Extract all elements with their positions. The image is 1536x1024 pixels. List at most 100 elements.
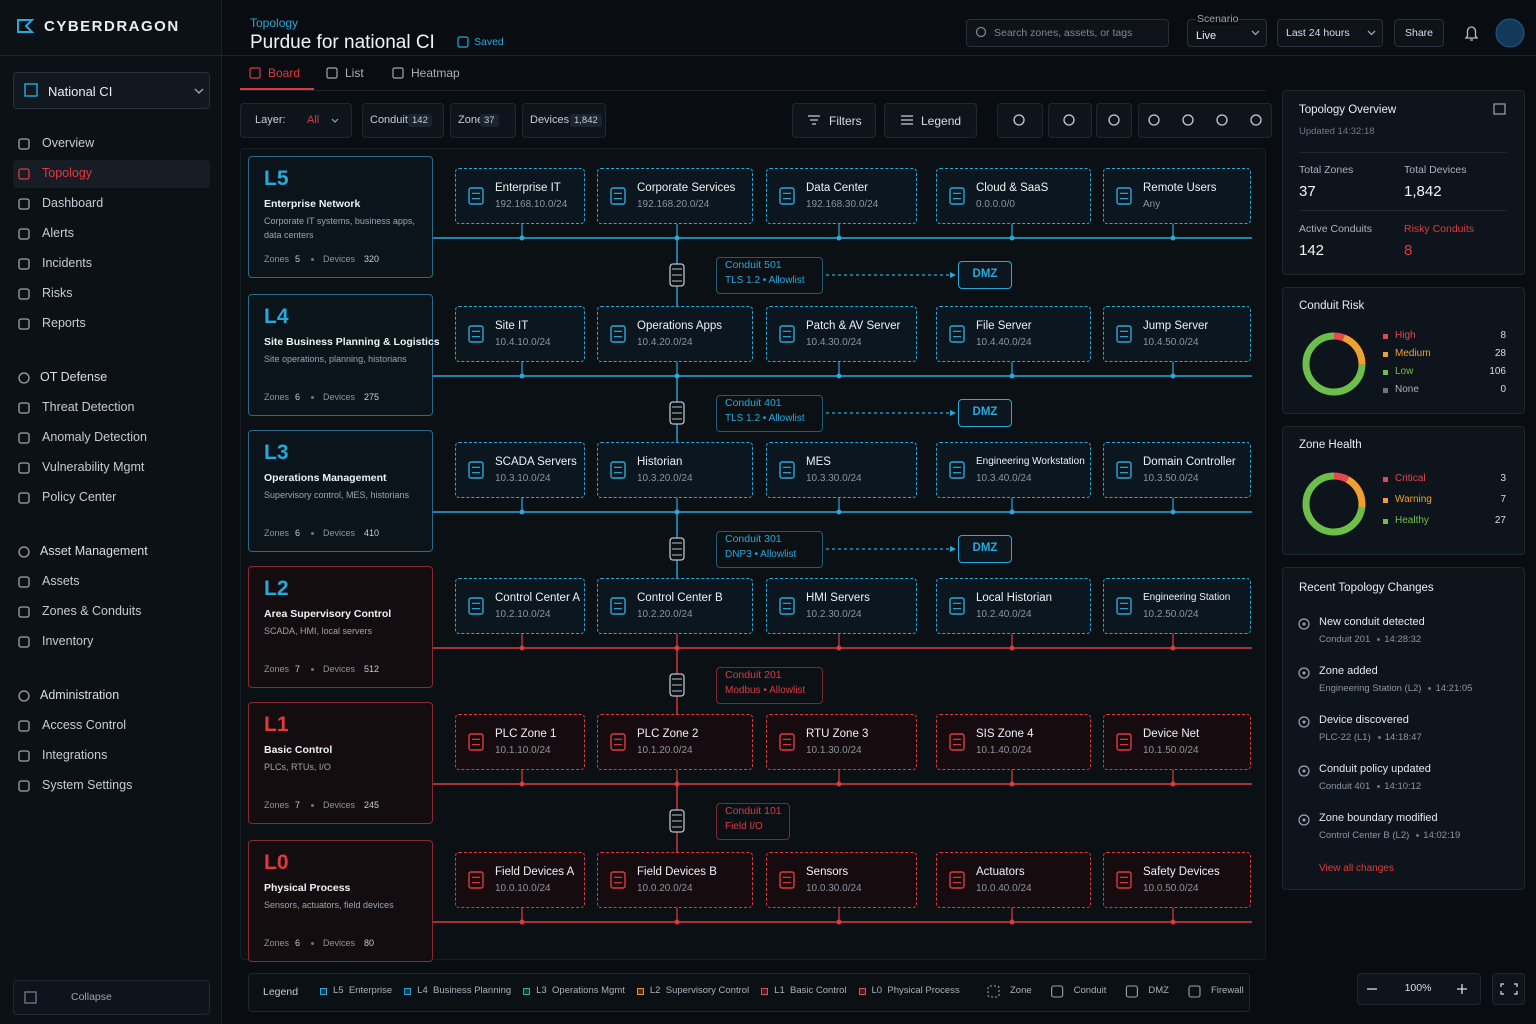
zone-name[interactable]: RTU Zone 3 [806,728,869,740]
zone[interactable] [455,168,585,224]
zone[interactable] [766,578,917,634]
legend-button[interactable] [884,103,977,138]
zone[interactable] [1103,578,1251,634]
nav-item[interactable]: System Settings [42,778,133,792]
tool-button[interactable] [997,103,1043,138]
zone-name[interactable]: PLC Zone 2 [637,728,699,740]
share-button[interactable] [1394,19,1444,47]
zone-name[interactable]: Control Center A [495,592,581,604]
conduit-label[interactable] [716,803,790,840]
zone[interactable] [766,168,917,224]
filters[interactable]: Filters [829,114,862,128]
tab[interactable]: Board [268,66,301,80]
conduit-name[interactable]: Conduit 201 [725,669,782,681]
legend-button-label[interactable]: Legend [921,114,962,128]
zone[interactable] [455,442,585,498]
tab[interactable]: List [345,66,364,80]
zone-name[interactable]: Engineering Workstation [976,456,1085,467]
dmz-box[interactable] [958,399,1012,427]
conduit-name[interactable]: Conduit 401 [725,397,782,409]
zone[interactable] [936,578,1091,634]
search-box[interactable] [966,19,1169,47]
zone-name[interactable]: Local Historian [976,592,1053,604]
zone-name[interactable]: File Server [976,320,1032,332]
zone[interactable] [766,714,917,770]
zone-name[interactable]: Field Devices A [495,866,575,878]
zone-name[interactable]: Patch & AV Server [806,320,901,332]
time-range-select[interactable] [1277,19,1383,47]
dmz-label[interactable]: DMZ [972,268,998,280]
zone[interactable] [766,442,917,498]
zone[interactable] [936,442,1091,498]
zone[interactable] [597,578,753,634]
zone[interactable] [936,714,1091,770]
zone[interactable] [1103,714,1251,770]
nav-item[interactable]: Access Control [42,718,127,732]
zone[interactable] [455,306,585,362]
nav-item[interactable]: Topology [42,166,93,180]
nav-item[interactable]: Vulnerability Mgmt [42,460,145,474]
collapse-button[interactable] [13,980,210,1015]
zone-name[interactable]: Engineering Station [1143,592,1231,603]
zone[interactable] [766,852,917,908]
zone-name[interactable]: Jump Server [1143,320,1209,332]
nav-item[interactable]: Incidents [42,256,93,270]
nav-item[interactable]: Anomaly Detection [42,430,147,444]
zone[interactable] [455,852,585,908]
zone[interactable] [1103,168,1251,224]
zone-name[interactable]: Device Net [1143,728,1200,740]
dmz-label[interactable]: DMZ [972,542,998,554]
tool-button[interactable] [1096,103,1132,138]
conduit-label[interactable] [716,667,823,704]
zone[interactable] [455,578,585,634]
zone[interactable] [597,852,753,908]
zone[interactable] [597,306,753,362]
zone[interactable] [597,168,753,224]
nav-item[interactable]: Policy Center [42,490,117,504]
zone[interactable] [597,442,753,498]
dmz-box[interactable] [958,261,1012,289]
nav-item[interactable]: Alerts [42,226,74,240]
conduit-name[interactable]: Conduit 301 [725,533,782,545]
workspace-select[interactable] [13,72,210,109]
zone-name[interactable]: Actuators [976,866,1025,878]
nav-item[interactable]: Inventory [42,634,94,648]
conduit-name[interactable]: Conduit 101 [725,805,782,817]
nav-item[interactable]: Overview [42,136,95,150]
zone-name[interactable]: Enterprise IT [495,182,561,194]
conduit-name[interactable]: Conduit 501 [725,259,782,271]
zone[interactable] [1103,852,1251,908]
view-all-link[interactable]: View all changes [1319,863,1394,874]
zone-name[interactable]: Data Center [806,182,869,194]
zone-name[interactable]: Safety Devices [1143,866,1220,878]
share[interactable]: Share [1405,27,1434,39]
filters-button[interactable] [792,103,876,138]
zone-name[interactable]: Control Center B [637,592,723,604]
zone-name[interactable]: Sensors [806,866,849,878]
tab[interactable]: Heatmap [411,66,460,80]
zone[interactable] [1103,442,1251,498]
zone[interactable] [455,714,585,770]
zone-name[interactable]: PLC Zone 1 [495,728,557,740]
nav-item[interactable]: Zones & Conduits [42,604,142,618]
conduit-label[interactable] [716,531,823,568]
nav-item[interactable]: Assets [42,574,80,588]
nav-item[interactable]: Threat Detection [42,400,135,414]
zone-name[interactable]: Historian [637,456,683,468]
zone-name[interactable]: Operations Apps [637,320,723,332]
conduit-label[interactable] [716,395,823,432]
dmz-box[interactable] [958,535,1012,563]
collapse-label[interactable]: Collapse [71,991,112,1003]
tool-button[interactable] [1048,103,1092,138]
zone-name[interactable]: Site IT [495,320,529,332]
zone[interactable] [936,306,1091,362]
nav-item[interactable]: Reports [42,316,86,330]
zone-name[interactable]: Field Devices B [637,866,717,878]
zone[interactable] [597,714,753,770]
zone-name[interactable]: Remote Users [1143,182,1217,194]
zone-name[interactable]: MES [806,456,831,468]
conduit-label[interactable] [716,257,823,294]
zone[interactable] [1103,306,1251,362]
nav-item[interactable]: Dashboard [42,196,104,210]
zone[interactable] [936,168,1091,224]
